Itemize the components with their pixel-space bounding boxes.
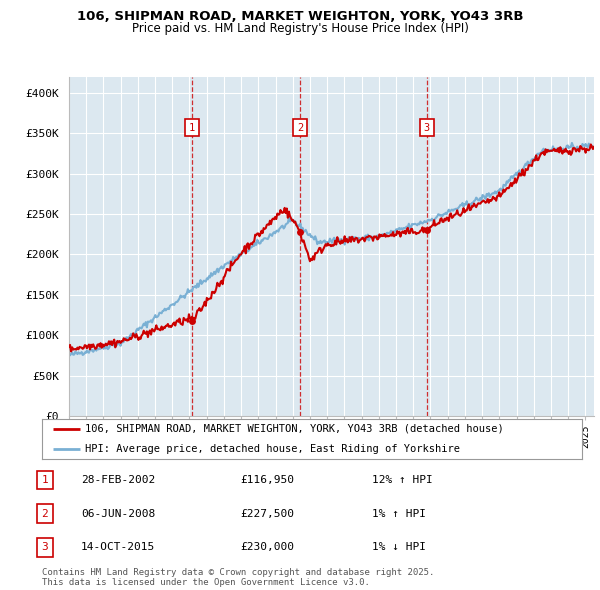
Text: 2: 2 <box>297 123 303 133</box>
Text: 1: 1 <box>189 123 196 133</box>
Text: 3: 3 <box>424 123 430 133</box>
Text: Price paid vs. HM Land Registry's House Price Index (HPI): Price paid vs. HM Land Registry's House … <box>131 22 469 35</box>
Text: Contains HM Land Registry data © Crown copyright and database right 2025.
This d: Contains HM Land Registry data © Crown c… <box>42 568 434 587</box>
Text: £116,950: £116,950 <box>240 475 294 485</box>
Text: 1: 1 <box>41 475 49 485</box>
Text: £230,000: £230,000 <box>240 542 294 552</box>
Text: 28-FEB-2002: 28-FEB-2002 <box>81 475 155 485</box>
Text: £227,500: £227,500 <box>240 509 294 519</box>
Text: 106, SHIPMAN ROAD, MARKET WEIGHTON, YORK, YO43 3RB: 106, SHIPMAN ROAD, MARKET WEIGHTON, YORK… <box>77 10 523 24</box>
Text: 106, SHIPMAN ROAD, MARKET WEIGHTON, YORK, YO43 3RB (detached house): 106, SHIPMAN ROAD, MARKET WEIGHTON, YORK… <box>85 424 504 434</box>
Text: 1% ↑ HPI: 1% ↑ HPI <box>372 509 426 519</box>
Text: 12% ↑ HPI: 12% ↑ HPI <box>372 475 433 485</box>
Text: 3: 3 <box>41 542 49 552</box>
Text: 2: 2 <box>41 509 49 519</box>
Text: 06-JUN-2008: 06-JUN-2008 <box>81 509 155 519</box>
Text: 1% ↓ HPI: 1% ↓ HPI <box>372 542 426 552</box>
Text: HPI: Average price, detached house, East Riding of Yorkshire: HPI: Average price, detached house, East… <box>85 444 460 454</box>
Text: 14-OCT-2015: 14-OCT-2015 <box>81 542 155 552</box>
